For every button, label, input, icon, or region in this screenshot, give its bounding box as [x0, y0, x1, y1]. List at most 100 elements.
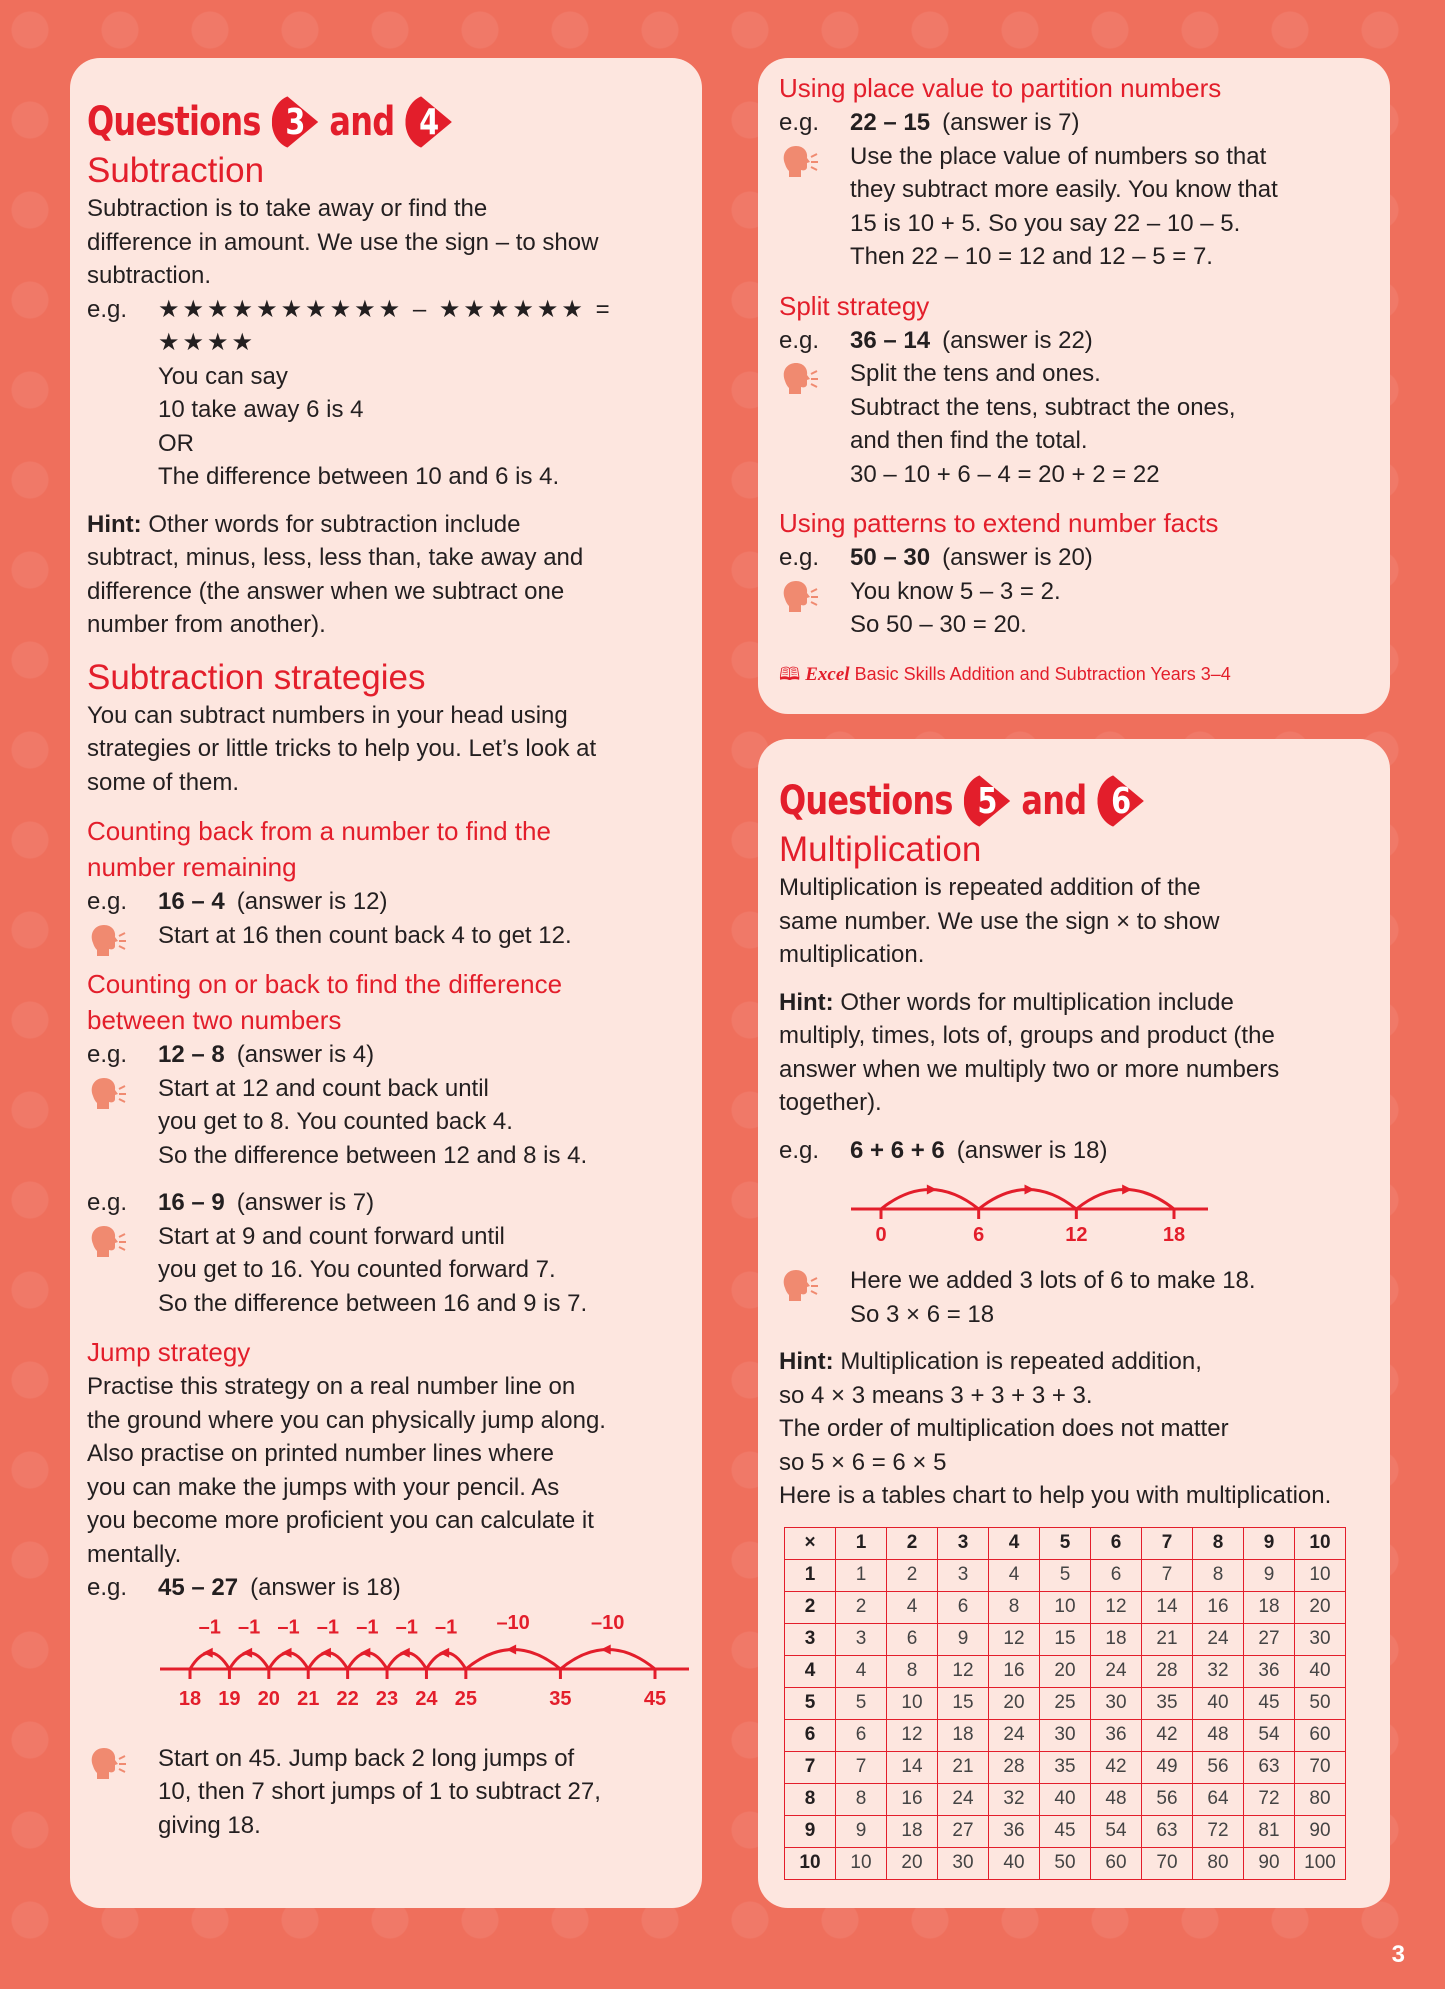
table-cell: 3 [784, 1622, 836, 1656]
jump-arrowhead [1122, 1184, 1133, 1195]
table-cell: 15 [1039, 1622, 1091, 1656]
table-cell: 56 [1141, 1782, 1193, 1816]
table-cell: 70 [1141, 1846, 1193, 1880]
and-word: and [329, 99, 395, 145]
question-number-badge: 4 [405, 95, 452, 149]
table-cell: 20 [886, 1846, 938, 1880]
spoken-tip: Start at 12 and count back until you get … [87, 1072, 686, 1173]
spoken-tip: Split the tens and ones. Subtract the ten… [779, 357, 1374, 491]
eg-label: e.g. [87, 295, 128, 323]
speaking-head-icon [91, 924, 126, 956]
example-answer: (answer is 7) [942, 109, 1080, 136]
table-cell: 40 [1039, 1782, 1091, 1816]
table-cell: 18 [937, 1718, 989, 1752]
jump-arrowhead [1024, 1184, 1035, 1195]
jump-arrowhead [242, 1647, 253, 1658]
questions-word: Questions [87, 99, 261, 145]
tick-label: 22 [337, 1688, 359, 1710]
jump-label: –1 [317, 1616, 339, 1638]
table-cell: 8 [886, 1654, 938, 1688]
example-line: e.g. 45 – 27 (answer is 18) [87, 1571, 686, 1605]
example-answer: (answer is 7) [236, 1189, 375, 1216]
question-number-badge: 5 [963, 774, 1011, 828]
table-cell: 90 [1243, 1846, 1295, 1880]
example-answer: (answer is 4) [236, 1041, 375, 1068]
table-cell: 36 [1243, 1654, 1295, 1688]
sound-line [810, 587, 818, 593]
table-cell: 6 [937, 1590, 989, 1624]
eg-label: e.g. [779, 1136, 820, 1164]
speaking-head-icon [783, 145, 818, 177]
questions-heading: Questions 5 and 6 [779, 773, 1255, 829]
sound-line [118, 1097, 126, 1103]
eg-label: e.g. [87, 1574, 128, 1601]
jump-label: –1 [435, 1616, 457, 1638]
example-answer: (answer is 18) [956, 1136, 1108, 1164]
table-cell: 64 [1192, 1782, 1244, 1816]
table-cell: 32 [1192, 1654, 1244, 1688]
jump-arrowhead [600, 1644, 611, 1654]
jump-arrowhead [360, 1647, 371, 1658]
table-cell: 27 [937, 1814, 989, 1848]
table-cell: 7 [835, 1750, 887, 1784]
table-row: 4 4 8 12 16 20 24 28 32 36 40 [784, 1654, 1346, 1688]
table-row: 6 6 12 18 24 30 36 42 48 54 60 [784, 1718, 1346, 1752]
jump-arrowhead [399, 1647, 410, 1658]
multiplication-table: × 1 2 3 4 5 6 7 8 9 10 1 1 2 3 4 5 6 7 8 9 10 2 2 4 6 8 10 12 14 16 18 2… [784, 1526, 1346, 1880]
sound-line [118, 1232, 126, 1238]
table-cell: 20 [1294, 1590, 1346, 1624]
table-cell: 12 [886, 1718, 938, 1752]
head-shape [91, 1747, 118, 1779]
table-cell: 70 [1294, 1750, 1346, 1784]
table-cell: 90 [1294, 1814, 1346, 1848]
number-line-nl1: 18 19 20 21 22 23 24 25 35 45 –10 –10 –1 –1 –1 –1 –1 –1 –1 [157, 1611, 689, 1726]
tick-label: 25 [455, 1688, 477, 1710]
table-cell: 1 [784, 1558, 836, 1592]
sound-line [118, 1245, 126, 1251]
jump-label: –1 [396, 1616, 418, 1638]
book-icon: 🕮 [779, 663, 806, 684]
spoken-tip: You know 5 – 3 = 2. So 50 – 30 = 20. [779, 575, 1374, 642]
head-shape [91, 1077, 118, 1109]
question-number-badge: 3 [271, 95, 319, 149]
table-row: 9 9 18 27 36 45 54 63 72 81 90 [784, 1814, 1346, 1848]
head-shape [91, 924, 118, 956]
example-line: e.g. 16 – 9 (answer is 7) [87, 1186, 686, 1220]
table-cell: 24 [988, 1718, 1040, 1752]
example-expression: 36 – 14 [850, 326, 931, 354]
table-cell: 6 [835, 1718, 887, 1752]
spoken-tip: Start at 16 then count back 4 to get 12. [87, 919, 686, 956]
table-cell: 20 [1039, 1654, 1091, 1688]
jump-arrowhead [926, 1184, 937, 1195]
table-cell: 50 [1039, 1846, 1091, 1880]
hint-label: Hint: [779, 1348, 834, 1375]
subsection-heading: Counting on or back to find the differen… [87, 969, 563, 1035]
table-cell: 5 [1039, 1558, 1091, 1592]
speaking-head-icon [783, 363, 818, 394]
table-cell: 60 [1294, 1718, 1346, 1752]
table-cell: 10 [1039, 1590, 1091, 1624]
tick-label: 6 [973, 1224, 984, 1246]
number-line-svg: 18 19 20 21 22 23 24 25 35 45 –10 –10 –1 –1 –1 –1 –1 –1 –1 [160, 1612, 689, 1710]
speaking-head-icon [91, 1077, 126, 1109]
sound-line [118, 944, 126, 950]
table-cell: 40 [1294, 1654, 1346, 1688]
eg-label: e.g. [87, 1189, 128, 1216]
table-cell: 81 [1243, 1814, 1295, 1848]
table-cell: 2 [886, 1558, 938, 1592]
header-cell: 4 [988, 1526, 1040, 1560]
table-cell: 4 [784, 1654, 836, 1688]
table-cell: 49 [1141, 1750, 1193, 1784]
table-row: 1 1 2 3 4 5 6 7 8 9 10 [784, 1558, 1346, 1592]
example-line: e.g. 22 – 15 (answer is 7) [779, 106, 1374, 140]
table-cell: 4 [886, 1590, 938, 1624]
jump-arrowhead [439, 1647, 450, 1658]
table-cell: 50 [1294, 1686, 1346, 1720]
table-cell: 30 [937, 1846, 989, 1880]
example-expression: 16 – 4 [158, 888, 225, 915]
tick-label: 23 [376, 1688, 398, 1710]
head-shape [783, 580, 810, 612]
spoken-tip: Start at 9 and count forward until you ge… [87, 1220, 686, 1321]
speaking-head-icon [783, 1270, 818, 1301]
sound-line [810, 370, 818, 375]
